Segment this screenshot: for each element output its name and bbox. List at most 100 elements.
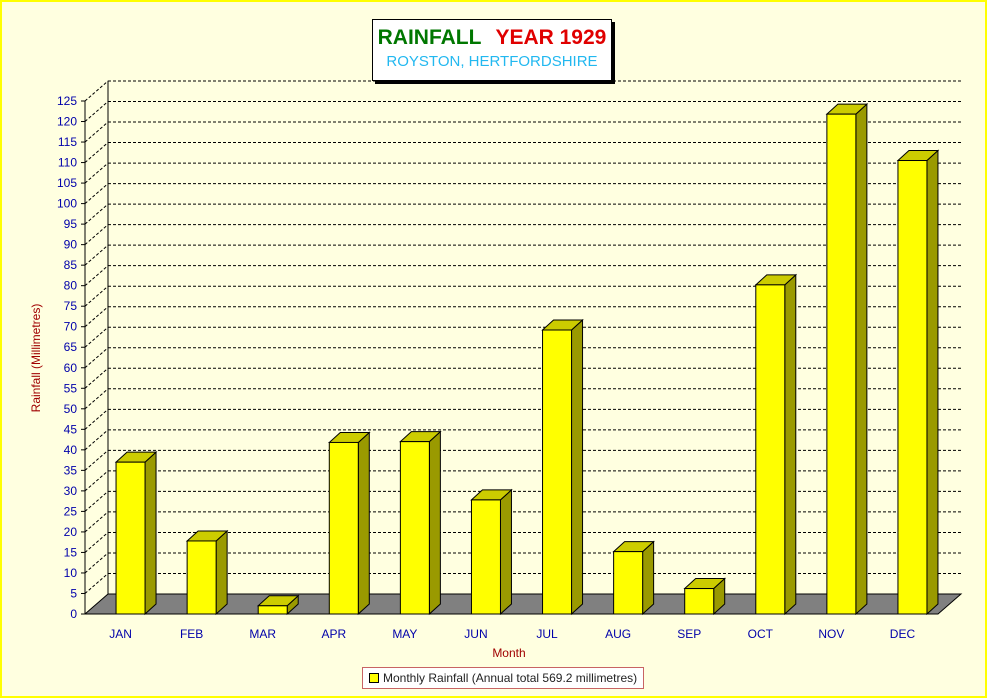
grid-line-diagonal [84,470,109,492]
legend-swatch [369,673,379,683]
y-tick-label: 120 [57,115,77,129]
grid-line-diagonal [84,367,109,389]
grid-line-diagonal [84,408,109,430]
y-tick-label: 90 [64,238,78,252]
x-tick-label: DEC [890,627,916,641]
grid-line-diagonal [84,162,109,184]
bar [399,430,442,616]
chart-title-box: RAINFALL YEAR 1929 ROYSTON, HERTFORDSHIRE [372,19,612,81]
bar-front [897,160,928,615]
grid-line-diagonal [84,347,109,369]
x-tick-label: APR [321,627,346,641]
grid-line-diagonal [84,449,109,471]
bar-front [115,461,146,615]
y-tick-label: 75 [64,299,78,313]
x-tick-label: NOV [818,627,844,641]
grid-line-diagonal [84,142,109,163]
y-tick-label: 110 [58,156,77,170]
bar [612,540,655,616]
grid-line-diagonal [84,326,109,348]
grid-line-diagonal [84,511,109,533]
chart-legend: Monthly Rainfall (Annual total 569.2 mil… [362,667,645,689]
x-tick-label: FEB [180,627,203,641]
y-tick-label: 0 [70,607,77,621]
y-tick-label: 55 [64,381,78,395]
bar-front [684,588,715,615]
bar-front [186,540,217,615]
y-tick-label: 15 [64,545,78,559]
y-tick-label: 35 [64,463,78,477]
bar [114,451,158,616]
grid-line-diagonal [84,265,109,287]
x-tick-label: JUL [536,627,558,641]
grid-line-diagonal [84,388,109,410]
title-rainfall: RAINFALL [377,26,482,49]
bar-front [257,605,288,615]
chart-title: RAINFALL YEAR 1929 [373,26,611,50]
grid-line-diagonal [84,573,109,594]
x-axis-label: Month [492,646,525,660]
bar-side [428,430,441,616]
x-tick-label: MAY [392,627,417,641]
grid-line-diagonal [84,121,109,143]
grid-line-diagonal [84,203,109,225]
y-tick-label: 95 [64,217,78,231]
grid-line-diagonal [84,552,109,574]
grid-line-diagonal [84,285,109,307]
bar [256,594,300,616]
y-tick-label: 40 [64,443,78,457]
x-tick-label: OCT [748,627,774,641]
bar [327,431,371,616]
y-tick-label: 125 [57,94,77,108]
grid-line-diagonal [84,306,109,328]
y-tick-label: 5 [70,586,77,600]
grid-line-diagonal [84,80,109,102]
y-tick-label: 85 [64,258,78,272]
bar-side [571,318,584,616]
grid-line-diagonal [84,532,109,553]
y-tick-label: 100 [57,197,77,211]
y-tick-label: 50 [64,402,78,416]
chart-subtitle: ROYSTON, HERTFORDSHIRE [386,53,598,70]
title-year: YEAR 1929 [495,26,607,49]
y-tick-label: 65 [64,340,78,354]
y-tick-label: 105 [57,176,77,190]
x-tick-label: MAR [249,627,276,641]
y-tick-label: 115 [58,135,77,149]
bar-side [926,149,939,616]
bar [754,273,798,616]
bar-side [784,273,797,616]
grid-line-diagonal [84,224,109,246]
bar [896,149,940,616]
bar-front [328,441,359,615]
x-tick-label: JUN [464,627,487,641]
bar-front [755,284,786,615]
grid-line-diagonal [84,183,109,204]
y-tick-label: 25 [64,504,78,518]
y-tick-label: 10 [64,566,78,580]
grid-line-diagonal [84,491,109,512]
bar [185,529,229,616]
grid-line-diagonal [84,244,109,266]
bar-side [642,540,655,616]
chart-floor [83,593,963,615]
x-tick-label: JAN [109,627,132,641]
y-axis-label: Rainfall (Millimetres) [29,304,43,413]
grid-line-diagonal [84,101,109,122]
y-tick-label: 70 [64,320,78,334]
bar [470,488,513,616]
y-tick-label: 30 [64,484,78,498]
bar-side [215,529,228,616]
grid-line-diagonal [84,429,109,451]
bar-front [470,499,501,615]
y-tick-label: 60 [64,361,78,375]
bar-side [855,103,868,616]
y-tick-label: 45 [64,422,78,436]
legend-label: Monthly Rainfall (Annual total 569.2 mil… [383,671,638,685]
bar-side [499,488,512,616]
bar-front [826,113,857,615]
bar-side [357,431,370,616]
bar [825,103,869,616]
bar-front [613,551,644,615]
